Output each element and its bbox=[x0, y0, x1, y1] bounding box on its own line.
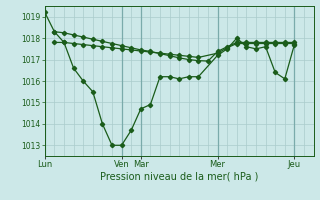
X-axis label: Pression niveau de la mer( hPa ): Pression niveau de la mer( hPa ) bbox=[100, 172, 258, 182]
